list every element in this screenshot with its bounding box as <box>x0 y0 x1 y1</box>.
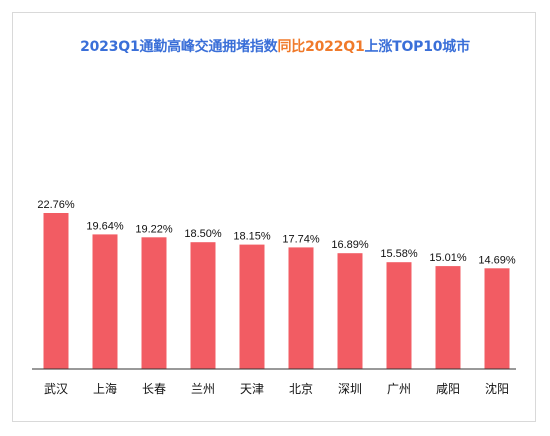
value-label: 19.22% <box>135 223 173 235</box>
category-label: 北京 <box>289 382 313 396</box>
bar-广州 <box>386 262 412 369</box>
title-part-3: 上涨TOP10城市 <box>364 39 471 55</box>
value-label: 15.58% <box>380 248 418 260</box>
bar-沈阳 <box>484 268 510 369</box>
value-labels-group: 22.76% 19.64% 19.22% 18.50% 18.15% 17.74% 16.8… <box>37 199 516 266</box>
bar-兰州 <box>190 242 216 369</box>
category-label: 长春 <box>142 382 166 396</box>
bar-武汉 <box>43 213 69 369</box>
value-label: 15.01% <box>429 252 467 264</box>
title-part-1: 2023Q1通勤高峰交通拥堵指数 <box>80 39 278 55</box>
value-label: 18.15% <box>233 231 271 243</box>
category-label: 深圳 <box>338 382 362 396</box>
category-label: 沈阳 <box>485 381 509 396</box>
value-label: 18.50% <box>184 228 222 240</box>
title-part-2: 同比2022Q1 <box>277 39 365 55</box>
category-label: 天津 <box>240 382 264 396</box>
bar-天津 <box>239 244 265 369</box>
value-label: 16.89% <box>331 239 369 251</box>
bar-上海 <box>92 234 118 369</box>
category-label: 兰州 <box>191 382 215 396</box>
bar-咸阳 <box>435 266 461 369</box>
chart-title: 2023Q1通勤高峰交通拥堵指数同比2022Q1上涨TOP10城市 <box>0 36 550 56</box>
bar-长春 <box>141 237 167 369</box>
value-label: 17.74% <box>282 233 320 245</box>
category-label: 广州 <box>387 382 411 396</box>
bars-group <box>43 213 510 369</box>
value-label: 22.76% <box>37 199 75 211</box>
category-label: 武汉 <box>44 382 68 396</box>
bar-深圳 <box>337 253 363 369</box>
value-label: 14.69% <box>478 254 516 266</box>
value-label: 19.64% <box>86 220 124 232</box>
category-labels-group: 武汉 上海 长春 兰州 天津 北京 深圳 广州 咸阳 沈阳 <box>44 381 509 396</box>
category-label: 咸阳 <box>436 382 460 396</box>
category-label: 上海 <box>93 381 117 396</box>
bar-北京 <box>288 247 314 369</box>
